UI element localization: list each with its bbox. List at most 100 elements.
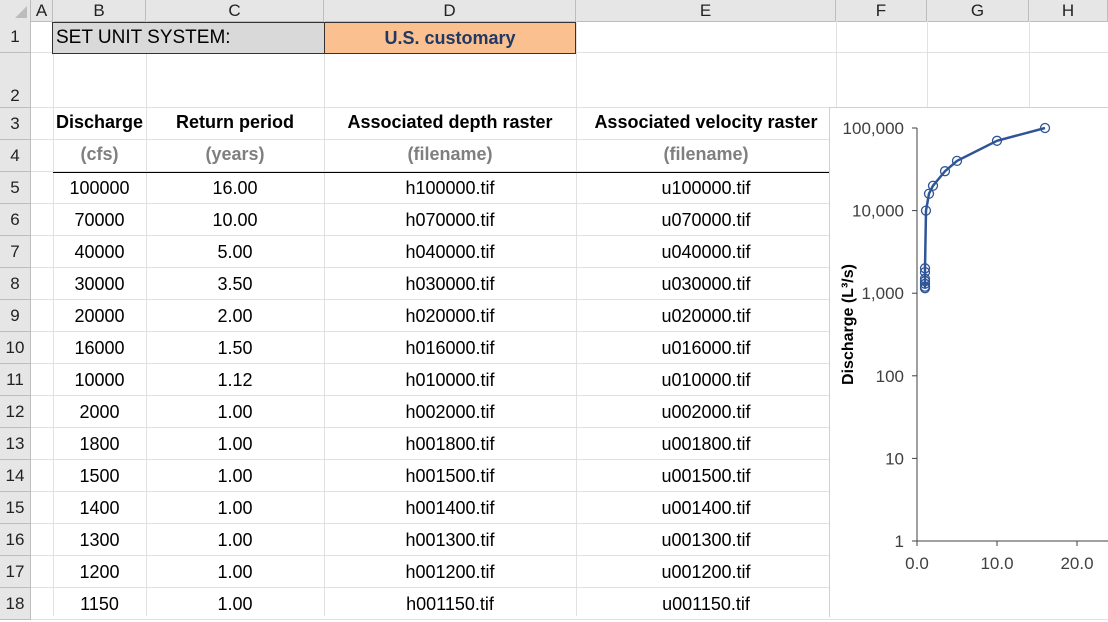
- cell-velocity-raster[interactable]: u070000.tif: [661, 210, 751, 230]
- cell-discharge[interactable]: 30000: [74, 274, 125, 294]
- column-header-g[interactable]: G: [927, 0, 1029, 21]
- column-header-h[interactable]: H: [1029, 0, 1108, 21]
- cell-depth-raster[interactable]: h030000.tif: [405, 274, 495, 294]
- cell-return-period[interactable]: 1.00: [217, 402, 253, 422]
- row-header-7[interactable]: 7: [0, 236, 31, 268]
- cell-return-period[interactable]: 1.00: [217, 562, 253, 582]
- cell-velocity-raster[interactable]: u001200.tif: [661, 562, 751, 582]
- row-header-14[interactable]: 14: [0, 460, 31, 492]
- cell-discharge[interactable]: 2000: [79, 402, 120, 422]
- column-header-a[interactable]: A: [31, 0, 53, 21]
- cell-discharge[interactable]: 10000: [74, 370, 125, 390]
- row-header-16[interactable]: 16: [0, 524, 31, 556]
- cell-depth-raster[interactable]: h001200.tif: [405, 562, 495, 582]
- row-header-12[interactable]: 12: [0, 396, 31, 428]
- row-header-13[interactable]: 13: [0, 428, 31, 460]
- data-point[interactable]: [1039, 122, 1051, 134]
- data-point[interactable]: [919, 275, 931, 287]
- cell-return-period[interactable]: 5.00: [217, 242, 253, 262]
- cell-velocity-raster[interactable]: u001150.tif: [662, 594, 750, 614]
- cell-velocity-raster[interactable]: u016000.tif: [661, 338, 751, 358]
- cell-velocity-raster[interactable]: u040000.tif: [661, 242, 751, 262]
- column-header-c[interactable]: C: [146, 0, 324, 21]
- data-point[interactable]: [919, 278, 931, 289]
- cell-discharge[interactable]: 1150: [80, 594, 119, 614]
- cell-velocity-raster[interactable]: u001500.tif: [661, 466, 751, 486]
- cell-discharge[interactable]: 1800: [79, 434, 120, 454]
- cell-discharge[interactable]: 1200: [79, 562, 120, 582]
- data-point[interactable]: [920, 205, 932, 216]
- cell-discharge[interactable]: 1500: [79, 466, 120, 486]
- cell-return-period[interactable]: 10.00: [212, 210, 258, 230]
- cell-depth-raster[interactable]: h001300.tif: [405, 530, 495, 550]
- cell-depth-raster[interactable]: h070000.tif: [405, 210, 495, 230]
- cell-return-period[interactable]: 1.00: [217, 434, 253, 454]
- cell-velocity-raster[interactable]: u100000.tif: [661, 178, 751, 198]
- row-header-18[interactable]: 18: [0, 588, 31, 620]
- cell-return-period[interactable]: 1.12: [217, 370, 253, 390]
- data-point[interactable]: [919, 283, 931, 294]
- row-header-3[interactable]: 3: [0, 108, 31, 140]
- cell-return-period[interactable]: 1.00: [217, 466, 253, 486]
- cell-velocity-raster[interactable]: u020000.tif: [661, 306, 751, 326]
- unit-system-value[interactable]: U.S. customary: [324, 22, 576, 54]
- cell-return-period[interactable]: 1.00: [217, 594, 253, 614]
- cell-return-period[interactable]: 1.50: [217, 338, 253, 358]
- grid-vline: [146, 21, 147, 616]
- data-point[interactable]: [951, 155, 963, 167]
- cell-return-period[interactable]: 1.00: [217, 530, 253, 550]
- column-header-f[interactable]: F: [836, 0, 927, 21]
- data-point[interactable]: [919, 263, 931, 274]
- cell-depth-raster[interactable]: h020000.tif: [405, 306, 495, 326]
- cell-return-period[interactable]: 16.00: [212, 178, 258, 198]
- row-header-2[interactable]: 2: [0, 53, 31, 108]
- select-all-corner[interactable]: [0, 0, 31, 21]
- row-header-10[interactable]: 10: [0, 332, 31, 364]
- cell-velocity-raster[interactable]: u002000.tif: [661, 402, 751, 422]
- column-header-d[interactable]: D: [324, 0, 576, 21]
- cell-discharge[interactable]: 1400: [79, 498, 120, 518]
- column-header-b[interactable]: B: [53, 0, 146, 21]
- row-header-8[interactable]: 8: [0, 268, 31, 300]
- data-point[interactable]: [927, 180, 939, 191]
- data-point[interactable]: [991, 135, 1003, 146]
- row-header-6[interactable]: 6: [0, 204, 31, 236]
- data-point[interactable]: [923, 188, 935, 199]
- cell-velocity-raster[interactable]: u010000.tif: [661, 370, 751, 390]
- cell-velocity-raster[interactable]: u001800.tif: [661, 434, 751, 454]
- data-point[interactable]: [939, 166, 951, 177]
- cell-velocity-raster[interactable]: u001400.tif: [661, 498, 751, 518]
- column-header-e[interactable]: E: [576, 0, 836, 21]
- cell-velocity-raster[interactable]: u030000.tif: [661, 274, 751, 294]
- cell-depth-raster[interactable]: h001150.tif: [406, 594, 494, 614]
- row-header-4[interactable]: 4: [0, 140, 31, 172]
- cell-depth-raster[interactable]: h001500.tif: [405, 466, 495, 486]
- row-header-15[interactable]: 15: [0, 492, 31, 524]
- cell-discharge[interactable]: 40000: [74, 242, 125, 262]
- cell-discharge[interactable]: 1300: [79, 530, 120, 550]
- cell-discharge[interactable]: 100000: [69, 178, 130, 198]
- cell-discharge[interactable]: 16000: [74, 338, 125, 358]
- row-header-1[interactable]: 1: [0, 21, 31, 53]
- row-header-17[interactable]: 17: [0, 556, 31, 588]
- cell-discharge[interactable]: 20000: [74, 306, 125, 326]
- cell-velocity-raster[interactable]: u001300.tif: [661, 530, 751, 550]
- cell-depth-raster[interactable]: h001800.tif: [405, 434, 495, 454]
- row-header-11[interactable]: 11: [0, 364, 31, 396]
- cell-depth-raster[interactable]: h100000.tif: [405, 178, 495, 198]
- cell-depth-raster[interactable]: h016000.tif: [405, 338, 495, 358]
- row-header-9[interactable]: 9: [0, 300, 31, 332]
- header-velocity-raster: Associated velocity raster: [594, 112, 818, 132]
- cell-return-period[interactable]: 1.00: [217, 498, 253, 518]
- grid-hline: [31, 267, 1108, 268]
- cell-return-period[interactable]: 2.00: [217, 306, 253, 326]
- cell-depth-raster[interactable]: h040000.tif: [405, 242, 495, 262]
- cell-depth-raster[interactable]: h002000.tif: [405, 402, 495, 422]
- cell-depth-raster[interactable]: h001400.tif: [405, 498, 495, 518]
- cell-depth-raster[interactable]: h010000.tif: [405, 370, 495, 390]
- discharge-chart[interactable]: 1 10 100 1,000 10,000 100,000 0.0 10.0 20.0 Dis…: [829, 107, 1108, 617]
- unit-system-label: SET UNIT SYSTEM:: [52, 22, 325, 54]
- row-header-5[interactable]: 5: [0, 172, 31, 204]
- cell-return-period[interactable]: 3.50: [217, 274, 253, 294]
- cell-discharge[interactable]: 70000: [74, 210, 125, 230]
